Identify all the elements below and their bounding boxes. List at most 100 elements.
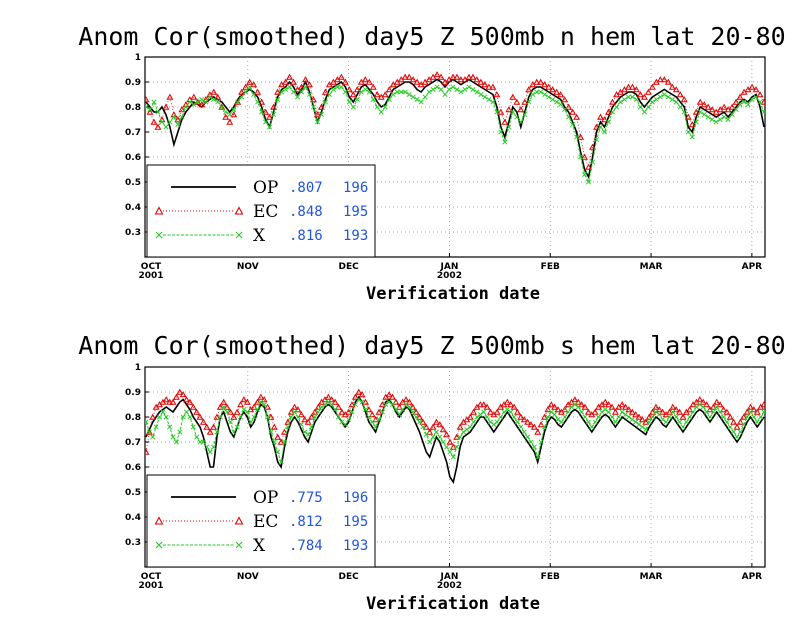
x-marker	[400, 406, 406, 413]
ec-marker	[686, 406, 694, 413]
x-marker	[322, 401, 328, 408]
x-marker	[597, 124, 604, 130]
ec-marker	[361, 76, 369, 83]
ec-marker	[345, 86, 353, 93]
x-marker	[741, 421, 747, 428]
x-marker	[481, 409, 487, 415]
ec-marker	[198, 101, 206, 108]
x-marker	[579, 409, 585, 415]
ec-marker	[260, 396, 268, 403]
x-marker	[477, 411, 483, 418]
x-marker	[275, 96, 281, 103]
ec-marker	[345, 408, 353, 415]
y-tick-label: 1	[135, 53, 141, 63]
ec-marker	[257, 393, 265, 400]
legend-marker	[154, 516, 164, 525]
x-marker	[150, 434, 156, 440]
ec-marker	[253, 398, 261, 405]
x-marker	[370, 96, 376, 103]
ec-marker	[433, 71, 441, 78]
ec-marker	[503, 398, 511, 405]
ec-marker	[513, 98, 521, 105]
ec-marker	[628, 408, 636, 415]
legend-count: 196	[343, 180, 368, 196]
ec-marker	[437, 73, 445, 80]
ec-marker	[365, 78, 373, 85]
x-marker	[546, 94, 552, 100]
x-marker	[474, 414, 480, 420]
x-marker	[396, 411, 402, 418]
x-marker	[697, 401, 703, 408]
x-marker	[207, 449, 213, 455]
ec-marker	[466, 413, 474, 420]
x-tick-label: FEB	[541, 572, 560, 582]
x-marker	[194, 434, 200, 440]
x-marker	[629, 94, 635, 100]
chart-panel-1: Anom Cor(smoothed) day5 Z 500mb n hem la…	[78, 22, 785, 304]
ec-marker	[294, 406, 302, 413]
ec-marker	[577, 133, 585, 140]
x-marker	[329, 401, 335, 408]
ec-marker	[533, 78, 541, 85]
x-marker	[352, 401, 358, 408]
x-marker	[151, 99, 157, 105]
ec-marker	[723, 408, 731, 415]
x-marker	[729, 111, 735, 118]
ec-marker	[716, 401, 724, 408]
x-marker	[227, 111, 233, 118]
x-marker	[423, 431, 429, 438]
x-marker	[319, 404, 325, 410]
ec-marker	[349, 91, 357, 98]
ec-marker	[385, 86, 393, 93]
x-marker	[562, 106, 568, 113]
ec-marker	[372, 416, 380, 423]
x-marker	[514, 419, 521, 425]
ec-marker	[470, 408, 478, 415]
x-marker	[170, 434, 176, 440]
ec-marker	[176, 388, 184, 395]
x-marker	[689, 134, 695, 140]
x-marker	[339, 419, 345, 425]
ec-marker	[578, 401, 586, 408]
x-marker	[562, 414, 568, 420]
x-marker	[393, 406, 399, 413]
x-marker	[217, 414, 223, 420]
x-marker	[295, 414, 301, 420]
ec-marker	[381, 91, 389, 98]
x-marker	[312, 414, 318, 420]
ec-marker	[172, 393, 180, 400]
x-marker	[374, 104, 380, 110]
ec-marker	[730, 418, 738, 425]
ec-marker	[402, 396, 410, 403]
x-marker	[427, 439, 433, 445]
x-marker	[570, 121, 576, 128]
x-marker	[690, 409, 696, 415]
ec-marker	[514, 408, 521, 415]
ec-marker	[659, 408, 667, 415]
legend-mean: .775	[289, 490, 323, 506]
x-marker	[677, 104, 683, 110]
x-marker	[231, 106, 237, 113]
x-marker	[235, 99, 241, 105]
x-marker	[685, 129, 691, 135]
x-marker	[314, 119, 320, 125]
series-line-ec	[145, 74, 765, 169]
ec-marker	[282, 78, 290, 85]
legend-name: EC	[253, 202, 278, 222]
ec-marker	[331, 398, 339, 405]
ec-marker	[632, 411, 640, 418]
x-marker	[286, 84, 293, 90]
ec-marker	[262, 108, 270, 115]
legend-entry-x: X .816 193	[155, 226, 368, 246]
x-marker	[705, 114, 711, 120]
ec-marker	[337, 73, 345, 80]
ec-marker	[640, 93, 648, 100]
x-marker	[302, 429, 308, 435]
legend-count: 195	[343, 514, 368, 530]
ec-marker	[760, 98, 765, 105]
ec-marker	[405, 73, 413, 80]
ec-marker	[267, 413, 275, 420]
x-marker	[633, 419, 639, 425]
y-tick-label: 0.7	[125, 128, 141, 138]
ec-marker	[547, 401, 555, 408]
